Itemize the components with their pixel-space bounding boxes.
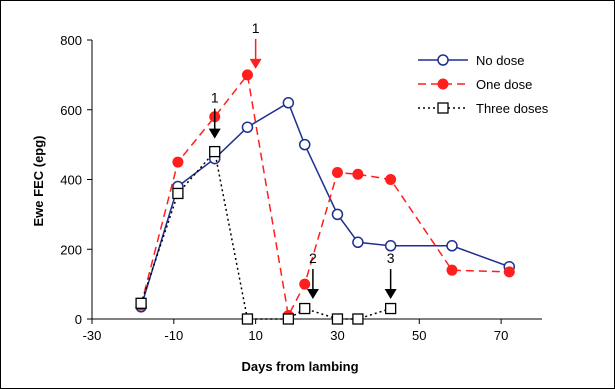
series-line xyxy=(140,101,510,308)
x-tick-label: 70 xyxy=(494,328,508,343)
y-tick-label: 400 xyxy=(60,173,82,188)
legend: No dose One dose Three doses xyxy=(418,53,549,116)
data-point xyxy=(331,313,344,325)
legend-marker xyxy=(437,78,449,90)
data-point xyxy=(352,313,364,325)
data-point xyxy=(446,264,458,276)
dose-annotation: 1 xyxy=(208,90,221,139)
legend-marker xyxy=(437,102,449,114)
legend-label: One dose xyxy=(476,77,532,92)
series-line xyxy=(140,73,510,318)
data-point xyxy=(384,302,397,315)
dose-annotation: 1 xyxy=(249,20,262,69)
y-axis-label: Ewe FEC (epg) xyxy=(31,135,46,226)
data-point xyxy=(384,240,397,252)
series-three-doses xyxy=(135,145,397,325)
series-line xyxy=(140,149,391,320)
series-no-dose xyxy=(135,97,516,313)
data-point xyxy=(241,121,254,133)
data-point xyxy=(135,297,147,309)
y-tick-label: 800 xyxy=(60,33,82,48)
annotation-label: 3 xyxy=(387,250,395,266)
annotation-arrow-head xyxy=(306,289,319,300)
data-point xyxy=(331,167,343,179)
data-point xyxy=(385,174,397,185)
annotation-arrow-head xyxy=(249,58,262,69)
annotation-label: 1 xyxy=(211,90,219,106)
legend-label: No dose xyxy=(476,53,524,68)
data-point xyxy=(209,145,221,158)
x-tick-label: 10 xyxy=(248,328,262,343)
annotation-arrow-head xyxy=(384,289,397,300)
data-point xyxy=(299,302,311,315)
data-point xyxy=(352,168,364,180)
annotation-label: 1 xyxy=(252,20,260,36)
series-one-dose xyxy=(135,69,515,322)
data-point xyxy=(282,313,295,325)
data-point xyxy=(172,187,184,200)
x-tick-label: 50 xyxy=(412,328,426,343)
data-point xyxy=(172,156,184,168)
data-point xyxy=(282,97,295,109)
y-tick-label: 0 xyxy=(75,312,82,327)
legend-entry: Three doses xyxy=(418,101,549,116)
y-tick-label: 200 xyxy=(60,242,82,257)
x-tick-label: -30 xyxy=(83,328,102,343)
data-point xyxy=(503,266,515,278)
annotation-arrow-head xyxy=(208,128,221,139)
data-point xyxy=(241,69,253,81)
data-point xyxy=(299,278,311,290)
dose-annotation: 2 xyxy=(306,250,319,300)
legend-entry: One dose xyxy=(418,77,532,92)
data-point xyxy=(331,208,344,221)
legend-entry: No dose xyxy=(418,53,524,68)
annotation-label: 2 xyxy=(309,250,317,266)
axes xyxy=(91,40,542,320)
x-tick-label: -10 xyxy=(164,328,183,343)
data-point xyxy=(298,138,311,151)
x-axis-label: Days from lambing xyxy=(241,359,358,374)
x-tick-label: 30 xyxy=(330,328,344,343)
data-point xyxy=(352,236,364,249)
data-point xyxy=(446,240,458,252)
dose-annotation: 3 xyxy=(384,250,397,300)
legend-marker xyxy=(437,54,449,66)
data-point xyxy=(241,313,254,325)
y-tick-label: 600 xyxy=(60,103,82,118)
legend-label: Three doses xyxy=(476,101,549,116)
